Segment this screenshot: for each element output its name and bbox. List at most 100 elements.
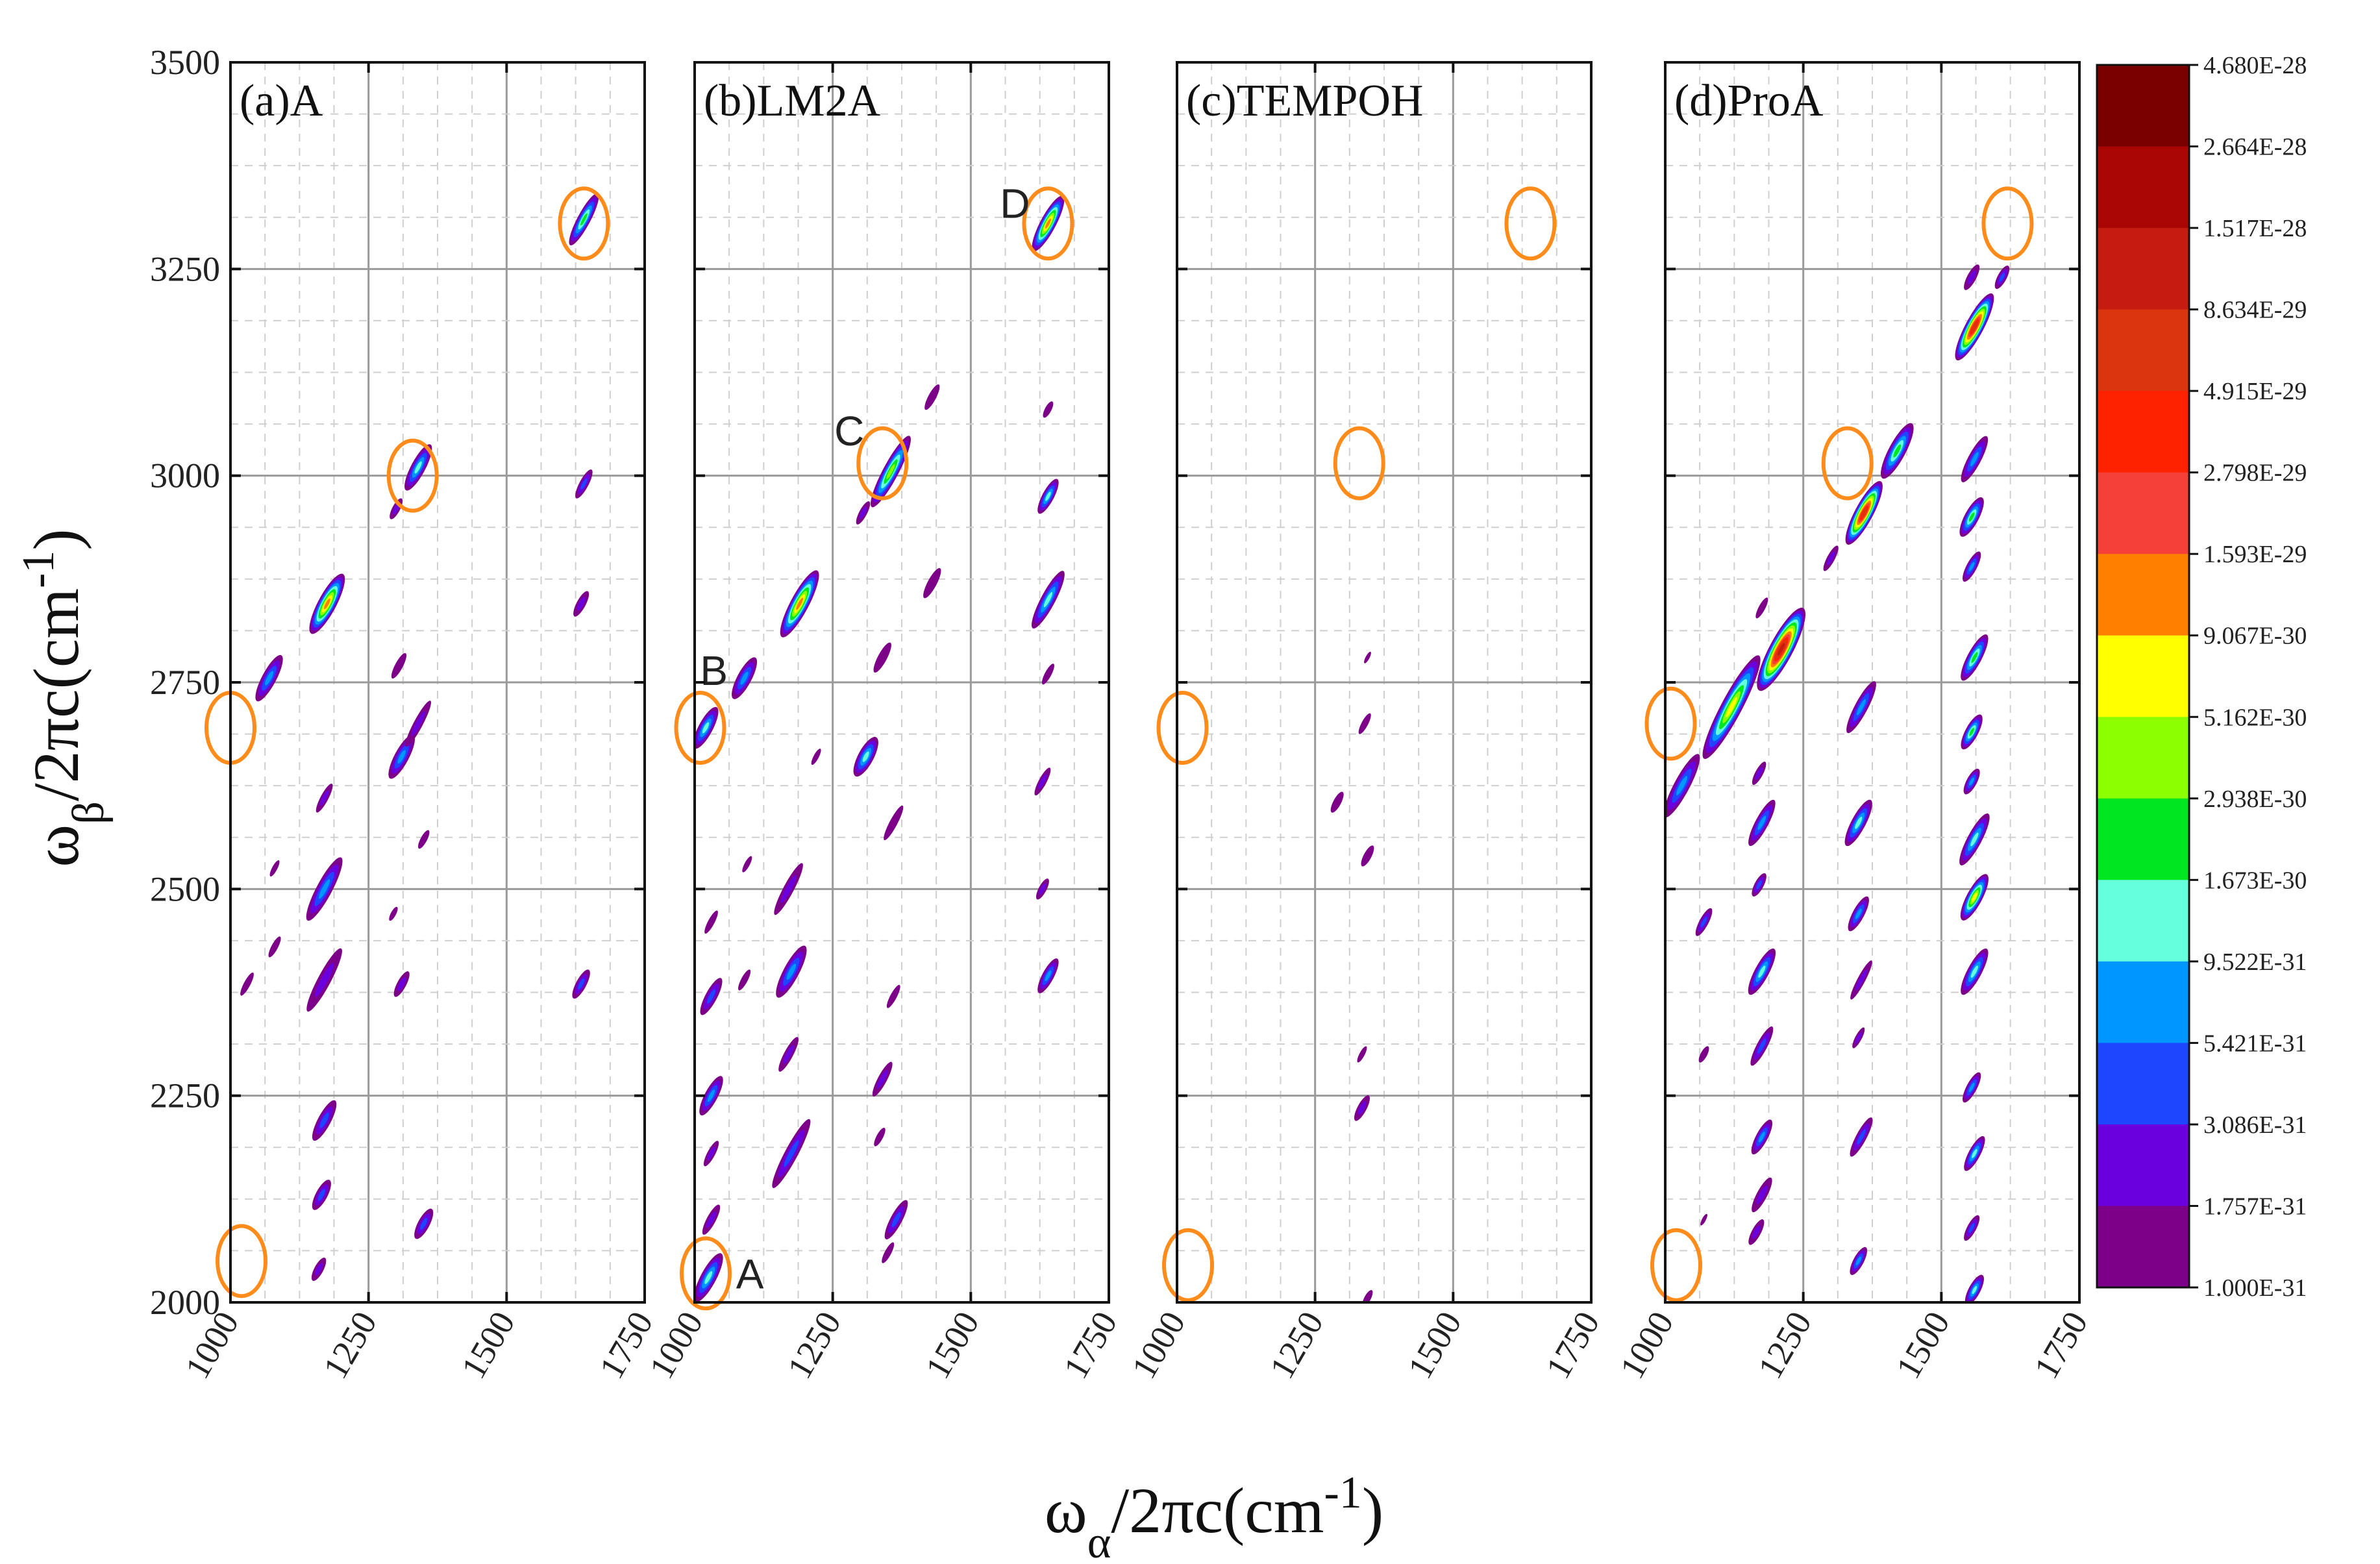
colorbar-label: 3.086E-31 xyxy=(2203,1111,2307,1139)
contour-ring xyxy=(1361,845,1374,867)
highlight-ellipses xyxy=(1644,186,2034,1302)
grid xyxy=(695,62,1109,1302)
contour-ring xyxy=(891,1211,901,1228)
x-tick-label: 1000 xyxy=(1612,1305,1681,1385)
contour-peak xyxy=(778,1037,799,1072)
x-tick-label: 1250 xyxy=(316,1305,384,1385)
contour-peak xyxy=(1665,754,1700,818)
colorbar-label: 2.664E-28 xyxy=(2203,134,2307,161)
y-axis-title-close: ) xyxy=(20,528,92,550)
contour-peak xyxy=(856,501,871,525)
contour-peak xyxy=(573,591,589,617)
colorbar-label: 2.938E-30 xyxy=(2203,786,2307,813)
colorbar-label: 4.680E-28 xyxy=(2203,52,2307,79)
grid xyxy=(1665,62,2079,1302)
colorbar-label: 2.798E-29 xyxy=(2203,460,2307,487)
contour-peak xyxy=(1850,1247,1868,1275)
contour-ring xyxy=(1676,776,1688,796)
contour-peak xyxy=(1700,1213,1707,1226)
highlight-ellipse xyxy=(1821,426,1874,501)
contour-peak xyxy=(1965,1274,1984,1302)
contour-peak xyxy=(780,570,819,638)
colorbar-label: 1.757E-31 xyxy=(2203,1193,2307,1220)
contour-ring xyxy=(414,461,422,474)
y-axis-title-main: ω xyxy=(20,825,92,867)
contour-peak xyxy=(1748,799,1776,847)
contour-peak xyxy=(388,734,415,779)
contour-ring xyxy=(780,875,797,903)
contour-ring xyxy=(318,879,330,899)
contour-ring xyxy=(1357,1046,1367,1063)
x-tick-label: 1000 xyxy=(641,1305,710,1385)
contour-peak xyxy=(1755,597,1768,619)
contour-peak xyxy=(1823,545,1839,571)
contour-peak xyxy=(1330,791,1344,813)
colorbar-segment xyxy=(2097,1043,2189,1125)
contour-ring xyxy=(740,671,749,685)
peak-label: D xyxy=(1000,180,1030,227)
contour-ring xyxy=(391,652,407,679)
highlight-ellipse xyxy=(680,1236,732,1311)
contour-ring xyxy=(924,384,940,410)
contour-ring xyxy=(411,711,425,736)
contour-ring xyxy=(1043,591,1053,608)
y-tick-label: 3500 xyxy=(150,43,220,82)
contour-peak xyxy=(268,936,281,958)
contour-peak xyxy=(886,985,900,1008)
contour-ring xyxy=(314,963,334,997)
x-axis-title-sub: α xyxy=(1087,1518,1111,1564)
contour-peak xyxy=(1354,1095,1370,1121)
contour-peak xyxy=(1751,1119,1773,1155)
contour-peak xyxy=(1961,634,1989,681)
contour-peak xyxy=(923,568,941,599)
contour-ring xyxy=(706,989,716,1004)
x-tick-label: 1250 xyxy=(1750,1305,1819,1385)
contour-ring xyxy=(1972,893,1977,902)
contour-ring xyxy=(1698,1046,1709,1063)
contour-ring xyxy=(811,749,821,765)
contour-ring xyxy=(874,1128,886,1147)
x-axis-title-sup: -1 xyxy=(1324,1468,1362,1518)
contour-ring xyxy=(1755,597,1768,619)
contour-ring xyxy=(317,1189,325,1201)
contour-peak xyxy=(306,857,343,921)
contour-ring xyxy=(1893,444,1902,458)
highlight-ellipse xyxy=(1333,426,1385,501)
contour-peak xyxy=(1357,1046,1367,1063)
panels-group: (a)A 1000 1250 1500 1750 2000 2250 2500 2750 3000… xyxy=(150,43,2095,1385)
contour-ring xyxy=(1968,562,1975,571)
y-axis-title-sub: β xyxy=(64,801,114,825)
contour-ring xyxy=(796,597,804,610)
contour-peak xyxy=(1964,1215,1980,1241)
contour-ring xyxy=(1045,491,1051,501)
contour-peak xyxy=(1757,607,1805,691)
contour-peak xyxy=(1698,1046,1709,1063)
contour-ring xyxy=(1857,1129,1866,1145)
contour-peak xyxy=(1963,1072,1981,1103)
contour-peak xyxy=(882,1242,895,1263)
contour-peak xyxy=(414,1208,434,1239)
contour-ring xyxy=(1045,218,1051,229)
contour-ring xyxy=(1038,774,1047,789)
contour-ring xyxy=(742,856,752,873)
colorbar-segment xyxy=(2097,472,2189,554)
contour-ring xyxy=(1972,1148,1977,1158)
highlight-ellipse xyxy=(1156,691,1209,765)
contour-peak xyxy=(1844,799,1872,847)
x-tick-label: 1000 xyxy=(1124,1305,1193,1385)
highlight-ellipse xyxy=(386,438,439,513)
colorbar-segment xyxy=(2097,554,2189,636)
contour-ring xyxy=(1967,270,1976,284)
colorbar-segment xyxy=(2097,228,2189,310)
contour-peak xyxy=(1846,681,1876,734)
contour-ring xyxy=(397,977,406,991)
contour-peak xyxy=(1880,423,1914,479)
contour-peak xyxy=(1034,767,1051,796)
colorbar-segment xyxy=(2097,961,2189,1043)
contour-peak xyxy=(1848,896,1869,932)
colorbar-label: 9.067E-30 xyxy=(2203,623,2307,650)
contour-peak xyxy=(700,978,723,1015)
contour-peak xyxy=(391,652,407,679)
contour-peak xyxy=(312,1180,331,1210)
